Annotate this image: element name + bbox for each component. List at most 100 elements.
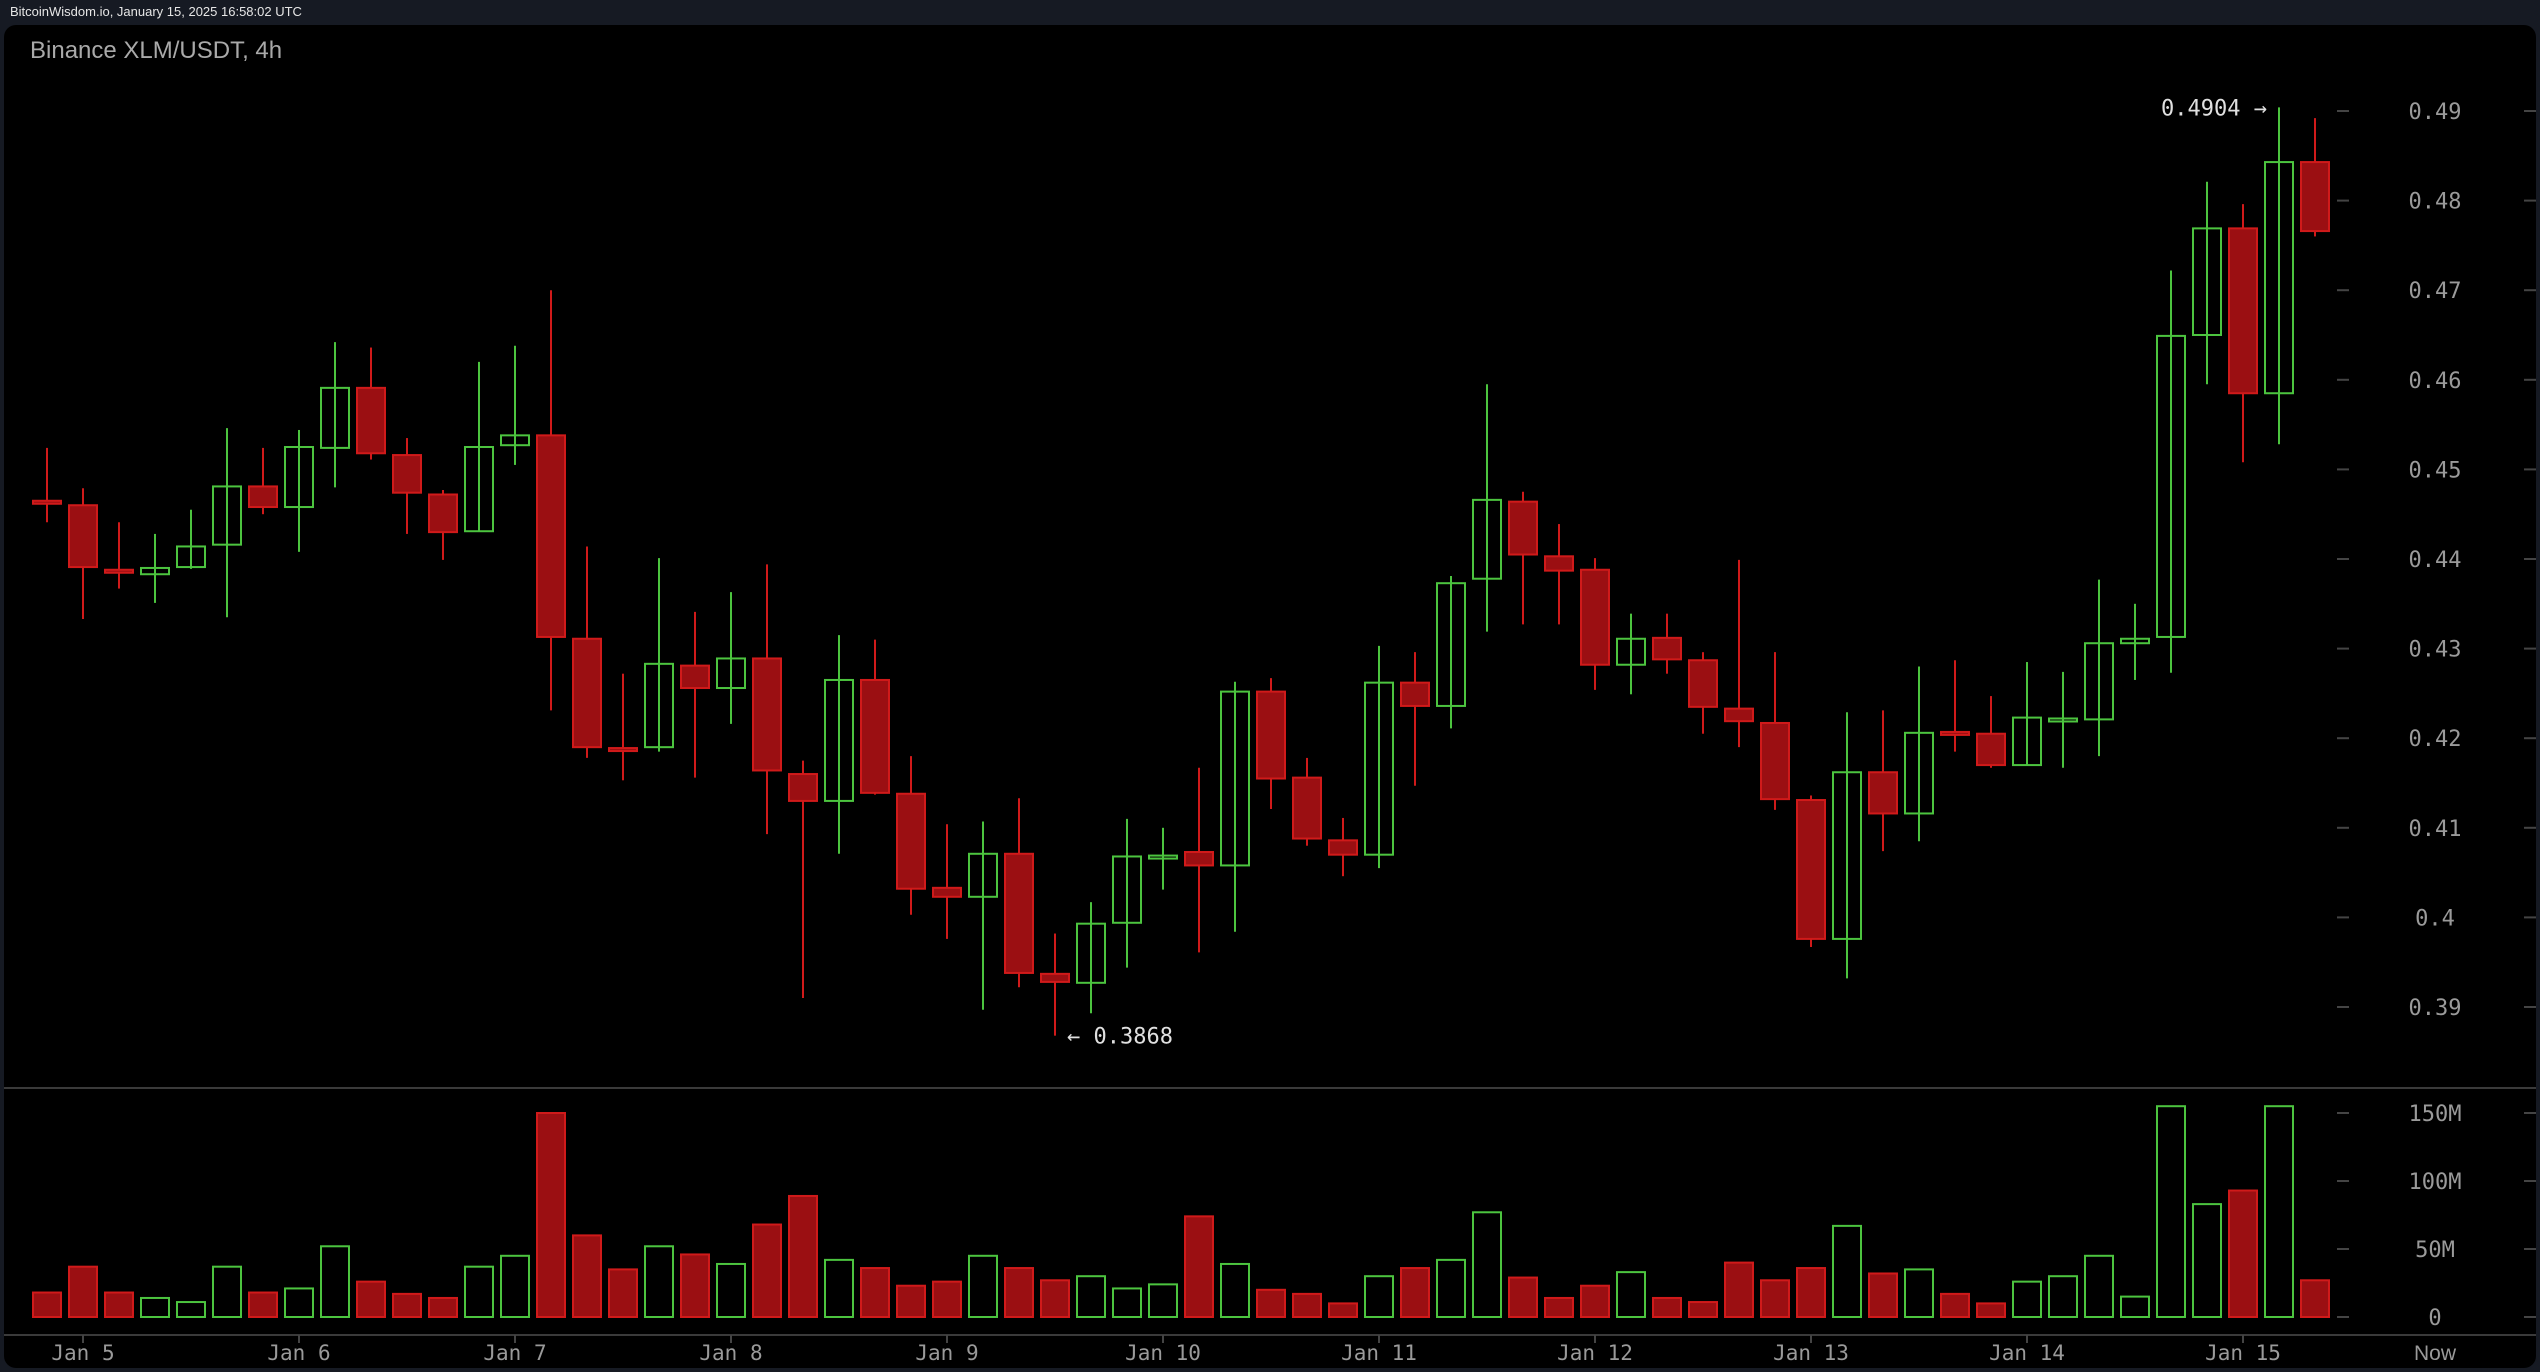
- candle-up[interactable]: [500, 434, 530, 447]
- candle-down[interactable]: [32, 499, 62, 505]
- candle-up[interactable]: [2084, 642, 2114, 721]
- candle-up[interactable]: [716, 657, 746, 690]
- volume-bar-down[interactable]: [1652, 1296, 1682, 1318]
- candlestick-chart[interactable]: 0.49 0.48 0.47 0.46 0.45 0.44 0.43 0.42 0.41 0.4 0…: [4, 25, 2536, 1368]
- volume-bar-up[interactable]: [2120, 1295, 2150, 1318]
- volume-bar-up[interactable]: [1904, 1268, 1934, 1319]
- volume-bar-down[interactable]: [1004, 1267, 1034, 1319]
- candle-up[interactable]: [2192, 227, 2222, 337]
- candle-down[interactable]: [1688, 659, 1718, 708]
- candle-down[interactable]: [428, 493, 458, 534]
- candle-up[interactable]: [212, 485, 242, 546]
- candle-up[interactable]: [2120, 637, 2150, 645]
- candle-up[interactable]: [2156, 334, 2186, 638]
- candle-up[interactable]: [176, 545, 206, 569]
- candle-down[interactable]: [1508, 500, 1538, 556]
- candle-down[interactable]: [1544, 555, 1574, 572]
- volume-bar-up[interactable]: [140, 1296, 170, 1318]
- candle-down[interactable]: [1940, 730, 1970, 736]
- candle-down[interactable]: [536, 434, 566, 638]
- candle-down[interactable]: [1040, 972, 1070, 983]
- candle-up[interactable]: [968, 852, 998, 898]
- candle-up[interactable]: [464, 446, 494, 533]
- candle-up[interactable]: [1832, 771, 1862, 940]
- volume-bar-down[interactable]: [896, 1284, 926, 1318]
- volume-bar-up[interactable]: [968, 1254, 998, 1319]
- candle-up[interactable]: [824, 678, 854, 802]
- candle-down[interactable]: [356, 386, 386, 455]
- volume-bar-up[interactable]: [212, 1265, 242, 1319]
- candle-up[interactable]: [1112, 855, 1142, 924]
- candle-down[interactable]: [932, 886, 962, 898]
- volume-bar-up[interactable]: [1112, 1287, 1142, 1318]
- candle-down[interactable]: [572, 637, 602, 749]
- volume-bar-up[interactable]: [1832, 1224, 1862, 1319]
- volume-bar-down[interactable]: [1544, 1296, 1574, 1318]
- volume-bar-down[interactable]: [1184, 1215, 1214, 1318]
- candle-down[interactable]: [392, 454, 422, 494]
- candle-down[interactable]: [1796, 799, 1826, 940]
- candle-down[interactable]: [1256, 690, 1286, 780]
- volume-bar-up[interactable]: [176, 1301, 206, 1319]
- volume-bar-down[interactable]: [680, 1253, 710, 1318]
- volume-bar-up[interactable]: [2192, 1203, 2222, 1318]
- candle-down[interactable]: [2300, 161, 2330, 233]
- volume-bar-down[interactable]: [1292, 1292, 1322, 1319]
- volume-bar-up[interactable]: [2156, 1105, 2186, 1318]
- volume-bar-down[interactable]: [1040, 1279, 1070, 1319]
- candle-down[interactable]: [68, 504, 98, 569]
- candle-up[interactable]: [2048, 717, 2078, 723]
- volume-bar-down[interactable]: [1868, 1272, 1898, 1318]
- volume-bar-down[interactable]: [68, 1265, 98, 1319]
- volume-bar-down[interactable]: [2228, 1189, 2258, 1319]
- volume-bar-down[interactable]: [608, 1268, 638, 1319]
- candle-down[interactable]: [752, 657, 782, 772]
- candle-down[interactable]: [680, 664, 710, 690]
- volume-bar-up[interactable]: [1364, 1275, 1394, 1318]
- candle-down[interactable]: [896, 792, 926, 890]
- candle-down[interactable]: [1724, 707, 1754, 723]
- candle-up[interactable]: [284, 446, 314, 509]
- candle-down[interactable]: [1976, 732, 2006, 767]
- volume-bar-down[interactable]: [536, 1112, 566, 1318]
- volume-bar-down[interactable]: [428, 1296, 458, 1318]
- candle-down[interactable]: [1868, 771, 1898, 815]
- volume-bar-down[interactable]: [1940, 1292, 1970, 1319]
- volume-bar-up[interactable]: [1148, 1283, 1178, 1318]
- volume-bar-down[interactable]: [1508, 1276, 1538, 1319]
- volume-bar-up[interactable]: [2012, 1280, 2042, 1319]
- candle-down[interactable]: [1400, 681, 1430, 707]
- volume-bar-up[interactable]: [284, 1287, 314, 1318]
- candle-up[interactable]: [1472, 498, 1502, 580]
- volume-bar-down[interactable]: [1400, 1267, 1430, 1319]
- volume-bar-down[interactable]: [1724, 1261, 1754, 1318]
- candle-down[interactable]: [104, 568, 134, 574]
- volume-bar-down[interactable]: [1760, 1279, 1790, 1319]
- candle-down[interactable]: [2228, 227, 2258, 395]
- candle-down[interactable]: [788, 773, 818, 802]
- candle-up[interactable]: [644, 662, 674, 749]
- volume-bar-up[interactable]: [500, 1254, 530, 1319]
- candle-up[interactable]: [1364, 681, 1394, 856]
- volume-bar-down[interactable]: [1328, 1302, 1358, 1319]
- volume-bar-up[interactable]: [1076, 1275, 1106, 1318]
- volume-bar-down[interactable]: [104, 1291, 134, 1319]
- candle-down[interactable]: [1652, 636, 1682, 661]
- candle-down[interactable]: [1580, 568, 1610, 666]
- volume-bar-down[interactable]: [32, 1291, 62, 1319]
- volume-bar-down[interactable]: [752, 1223, 782, 1319]
- candle-down[interactable]: [860, 678, 890, 794]
- volume-bar-down[interactable]: [356, 1280, 386, 1319]
- candle-down[interactable]: [1328, 839, 1358, 856]
- volume-bar-down[interactable]: [2300, 1279, 2330, 1319]
- candle-up[interactable]: [1436, 582, 1466, 707]
- candle-up[interactable]: [140, 566, 170, 576]
- candle-up[interactable]: [1616, 637, 1646, 666]
- candle-up[interactable]: [320, 386, 350, 449]
- candle-up[interactable]: [1076, 922, 1106, 984]
- volume-bar-up[interactable]: [1472, 1211, 1502, 1319]
- candle-down[interactable]: [1292, 776, 1322, 840]
- volume-bar-up[interactable]: [1616, 1271, 1646, 1318]
- volume-bar-down[interactable]: [1688, 1301, 1718, 1319]
- volume-bar-down[interactable]: [572, 1234, 602, 1319]
